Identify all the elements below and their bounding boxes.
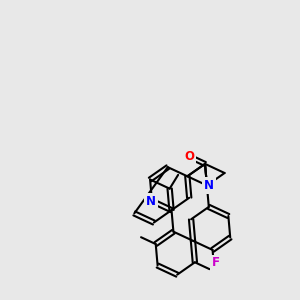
- Text: O: O: [184, 150, 194, 163]
- Text: N: N: [204, 179, 214, 192]
- Text: N: N: [146, 194, 156, 208]
- Text: N: N: [204, 179, 214, 192]
- Text: F: F: [212, 256, 220, 269]
